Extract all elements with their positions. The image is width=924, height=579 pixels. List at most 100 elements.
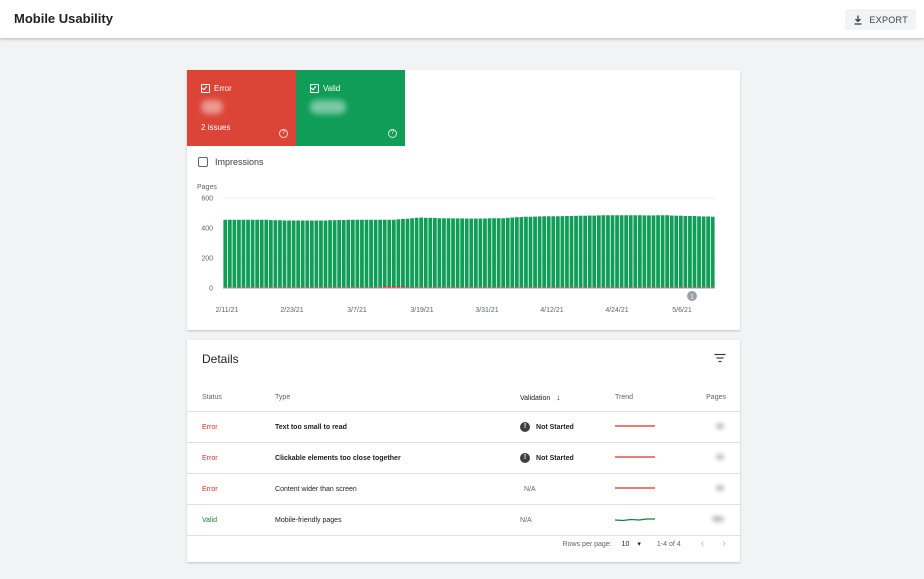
- bar-valid: [637, 215, 642, 288]
- table-row[interactable]: Valid Mobile-friendly pages N/A: [187, 504, 740, 536]
- y-axis-label: Pages: [197, 184, 217, 191]
- help-icon[interactable]: ?: [388, 129, 397, 138]
- pages-redacted: [716, 423, 724, 429]
- bar-valid: [514, 217, 519, 288]
- bar-valid: [446, 218, 451, 288]
- table-row[interactable]: Error Clickable elements too close toget…: [187, 442, 740, 474]
- y-tick-label: 0: [209, 286, 213, 293]
- bar-valid: [396, 219, 401, 288]
- bar-valid: [291, 220, 296, 288]
- valid-tile[interactable]: Valid ?: [296, 70, 405, 146]
- error-label: Error: [214, 84, 232, 93]
- bar-valid: [259, 219, 264, 288]
- bar-valid: [332, 220, 337, 288]
- x-tick-label: 2/23/21: [280, 307, 303, 314]
- impressions-toggle[interactable]: Impressions: [198, 157, 264, 167]
- trend-sparkline: [615, 425, 656, 427]
- bar-valid: [323, 220, 328, 288]
- details-title: Details: [202, 352, 239, 366]
- checkbox-icon[interactable]: [198, 157, 208, 167]
- col-pages[interactable]: Pages: [705, 383, 740, 412]
- bar-valid: [309, 220, 314, 288]
- chevron-right-icon[interactable]: ›: [722, 538, 726, 550]
- row-validation: N/A: [519, 473, 615, 505]
- valid-count-redacted: [310, 100, 346, 114]
- trend-sparkline: [615, 456, 656, 458]
- bar-valid: [300, 220, 305, 288]
- bar-valid: [227, 219, 232, 288]
- dropdown-arrow-icon: ▾: [637, 541, 641, 548]
- row-trend: [614, 504, 706, 536]
- bar-valid: [460, 218, 465, 288]
- trend-sparkline: [615, 487, 656, 489]
- pages-redacted: [712, 516, 724, 522]
- bar-valid: [287, 220, 291, 288]
- row-status: Error: [187, 473, 275, 505]
- bar-valid: [442, 218, 446, 288]
- bar-valid: [314, 220, 319, 288]
- bar-valid: [565, 216, 569, 288]
- bar-valid: [624, 215, 629, 288]
- bar-valid: [437, 218, 442, 288]
- bar-valid: [510, 217, 515, 288]
- col-validation[interactable]: Validation ↓: [519, 383, 615, 412]
- annotation-marker: [687, 291, 697, 301]
- bar-valid: [255, 219, 260, 288]
- x-tick-label: 4/24/21: [605, 307, 628, 314]
- table-row[interactable]: Error Text too small to read ! Not Starte…: [187, 411, 740, 443]
- details-table: Status Type Validation ↓ Trend Pages Err…: [187, 383, 740, 536]
- col-type[interactable]: Type: [274, 383, 520, 412]
- details-card: Details Status Type Validation ↓ Trend P…: [187, 340, 740, 562]
- chevron-left-icon[interactable]: ‹: [700, 538, 705, 550]
- bar-valid: [678, 215, 683, 288]
- exclamation-icon: !: [520, 453, 531, 463]
- validation-text: Not Started: [536, 454, 574, 462]
- export-button[interactable]: EXPORT: [845, 9, 916, 30]
- bar-valid: [241, 219, 246, 288]
- row-status: Error: [187, 442, 275, 474]
- row-type: Text too small to read: [274, 411, 520, 443]
- valid-label: Valid: [323, 84, 341, 93]
- y-tick-label: 400: [201, 226, 213, 233]
- error-issues: 2 issues: [201, 123, 231, 132]
- bar-valid: [473, 218, 478, 288]
- bar-valid: [428, 217, 433, 288]
- row-type: Clickable elements too close together: [274, 442, 520, 474]
- bar-valid: [464, 218, 469, 288]
- impressions-label: Impressions: [215, 157, 264, 167]
- bar-valid: [656, 215, 660, 288]
- x-tick-label: 3/31/21: [475, 307, 498, 314]
- col-trend[interactable]: Trend: [614, 383, 706, 412]
- table-row[interactable]: Error Content wider than screen N/A: [187, 473, 740, 505]
- bar-valid: [337, 220, 342, 288]
- bar-valid: [692, 216, 697, 288]
- bar-valid: [528, 216, 533, 288]
- bar-valid: [469, 218, 474, 288]
- bar-valid: [410, 218, 414, 288]
- page-title: Mobile Usability: [14, 11, 113, 26]
- bar-valid: [537, 216, 542, 288]
- rows-per-page-select[interactable]: 10 ▾: [622, 540, 641, 548]
- bar-valid: [387, 219, 392, 288]
- bar-valid: [633, 215, 638, 288]
- row-type: Content wider than screen: [274, 473, 520, 505]
- filter-icon[interactable]: [714, 353, 726, 363]
- bar-error: [396, 286, 401, 288]
- bar-valid: [405, 218, 410, 288]
- page-range: 1-4 of 4: [656, 540, 681, 548]
- bar-valid: [455, 218, 460, 288]
- col-status[interactable]: Status: [187, 383, 275, 412]
- bar-valid: [697, 216, 701, 288]
- rows-per-page-label: Rows per page:: [562, 540, 612, 548]
- bar-valid: [350, 219, 355, 288]
- bar-valid: [273, 220, 278, 288]
- error-tile[interactable]: Error 2 issues ?: [187, 70, 296, 146]
- help-icon[interactable]: ?: [279, 129, 288, 138]
- bar-valid: [341, 220, 346, 288]
- bar-valid: [688, 216, 692, 288]
- bar-valid: [296, 220, 301, 288]
- error-count-redacted: [201, 100, 223, 114]
- bar-valid: [478, 218, 483, 288]
- row-validation: ! Not Started: [519, 411, 615, 443]
- bar-valid: [237, 219, 241, 288]
